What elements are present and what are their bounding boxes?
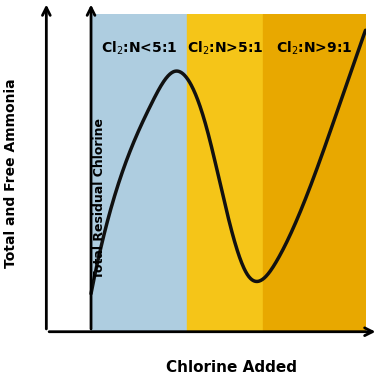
Text: Cl$_2$:N>9:1: Cl$_2$:N>9:1 [276, 40, 353, 57]
Text: Cl$_2$:N>5:1: Cl$_2$:N>5:1 [187, 40, 263, 57]
Bar [187, 14, 263, 332]
Bar [263, 14, 366, 332]
Text: Cl$_2$:N<5:1: Cl$_2$:N<5:1 [101, 40, 177, 57]
Bar [91, 14, 187, 332]
Text: Total and Free Ammonia: Total and Free Ammonia [4, 78, 18, 268]
Text: Chlorine Added: Chlorine Added [166, 360, 297, 375]
Text: Total Residual Chlorine: Total Residual Chlorine [92, 118, 106, 279]
